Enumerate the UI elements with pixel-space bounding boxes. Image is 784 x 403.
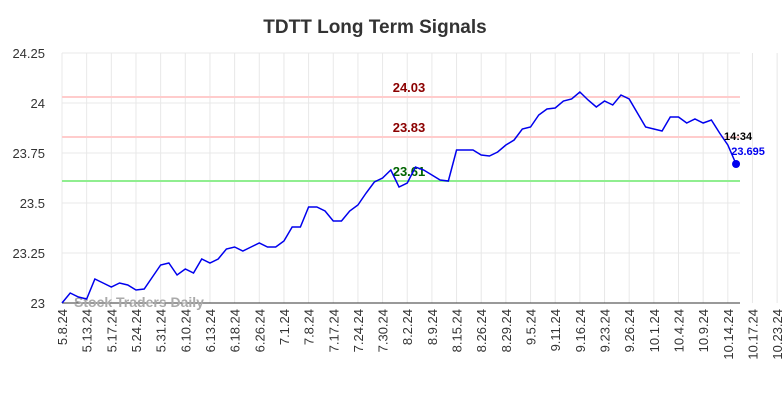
price-line [61,90,737,304]
x-tick-label: 10.9.24 [696,309,711,352]
y-tick-label: 24 [31,96,45,111]
x-tick-label: 7.24.24 [351,309,366,352]
x-tick-label: 10.1.24 [647,309,662,352]
x-tick-label: 5.24.24 [129,309,144,352]
signal-label: 23.61 [393,164,426,179]
x-tick-label: 5.17.24 [104,309,119,352]
y-tick-label: 23 [31,296,45,311]
signal-label: 24.03 [393,80,426,95]
x-tick-label: 9.11.24 [548,309,563,351]
last-time: 14:34 [724,131,753,143]
x-tick-label: 10.17.24 [745,309,760,360]
x-tick-label: 5.13.24 [80,309,95,352]
x-tick-label: 9.26.24 [622,309,637,352]
x-tick-label: 7.30.24 [376,309,391,352]
y-tick-label: 24.25 [12,46,45,61]
x-tick-label: 9.16.24 [573,309,588,352]
x-tick-label: 10.23.24 [770,309,784,360]
chart-title: TDTT Long Term Signals [263,17,486,38]
y-tick-label: 23.25 [12,246,45,261]
x-tick-label: 10.4.24 [672,309,687,352]
y-tick-label: 23.5 [20,196,45,211]
x-tick-label: 6.10.24 [178,309,193,352]
x-tick-label: 8.15.24 [450,309,465,352]
x-tick-label: 8.9.24 [425,309,440,345]
y-tick-label: 23.75 [12,146,45,161]
last-value: 23.695 [731,146,765,158]
x-tick-label: 9.5.24 [524,309,539,345]
x-tick-label: 9.23.24 [598,309,613,352]
x-tick-label: 6.18.24 [228,309,243,352]
x-tick-label: 7.17.24 [326,309,341,352]
x-tick-label: 7.1.24 [277,309,292,345]
last-point [732,160,741,168]
signal-label: 23.83 [393,120,426,135]
x-tick-label: 8.29.24 [499,309,514,352]
x-tick-label: 5.8.24 [55,309,70,345]
x-tick-label: 7.8.24 [302,309,317,345]
x-tick-label: 5.31.24 [154,309,169,352]
watermark: Stock Traders Daily [74,294,204,310]
x-tick-label: 10.14.24 [721,309,736,360]
x-tick-label: 6.26.24 [252,309,267,352]
x-tick-label: 8.2.24 [400,309,415,345]
x-tick-label: 8.26.24 [474,309,489,352]
x-tick-label: 6.13.24 [203,309,218,352]
